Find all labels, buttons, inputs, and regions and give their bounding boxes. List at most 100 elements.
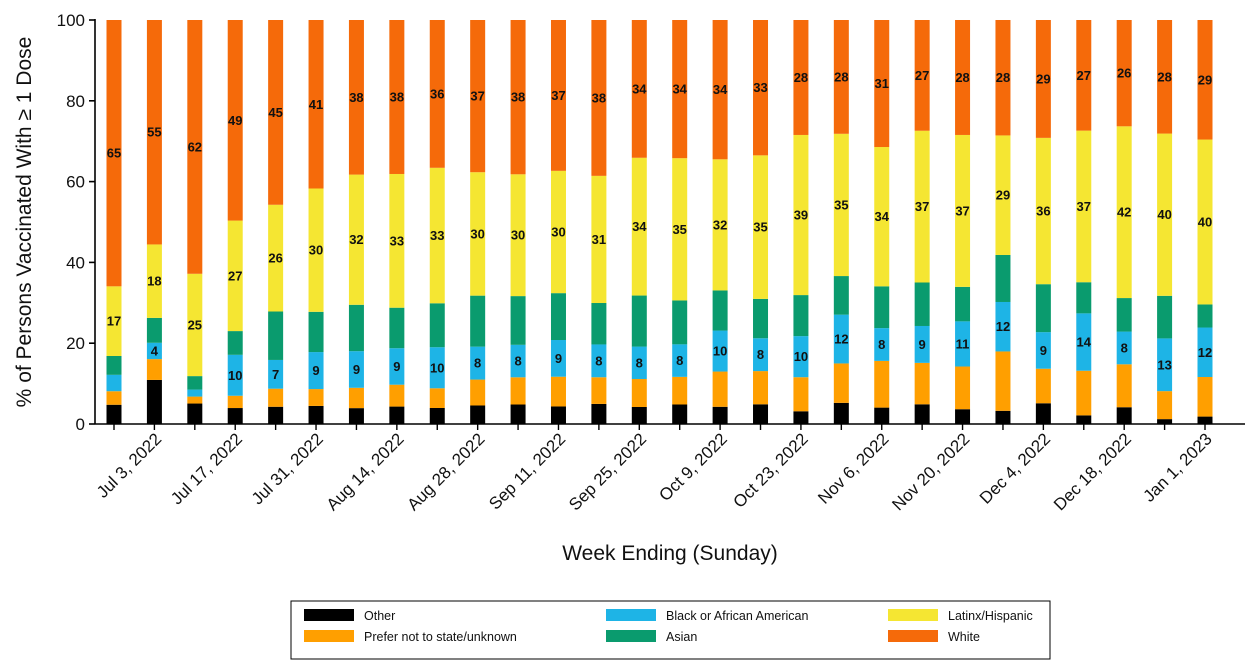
bar-segment — [833, 314, 849, 364]
bar-segment — [955, 134, 971, 287]
data-label: 29 — [1198, 72, 1212, 87]
bar-segment — [1076, 370, 1092, 416]
bar-segment — [753, 338, 769, 372]
y-axis-title: % of Persons Vaccinated With ≥ 1 Dose — [13, 37, 36, 408]
bar-segment — [348, 304, 364, 352]
bar-segment — [995, 20, 1011, 136]
bar-segment — [955, 321, 971, 367]
bar-segment — [631, 157, 647, 296]
bar-segment — [874, 407, 890, 424]
x-tick-label: Dec 18, 2022 — [1050, 429, 1135, 514]
bar-segment — [1157, 295, 1173, 339]
bar-segment — [631, 406, 647, 424]
data-label: 35 — [753, 220, 767, 235]
bar-segment — [268, 20, 284, 205]
bar-segment — [1116, 331, 1132, 365]
bar-segment — [591, 344, 607, 378]
y-tick-label: 40 — [66, 253, 85, 272]
data-label: 37 — [915, 199, 929, 214]
bar-segment — [1076, 130, 1092, 283]
y-tick-label: 80 — [66, 92, 85, 111]
bar-segment — [753, 371, 769, 405]
bar-segment — [591, 20, 607, 176]
bar-segment — [712, 290, 728, 331]
data-label: 12 — [834, 332, 848, 347]
legend-swatch — [888, 609, 938, 621]
bar-segment — [1116, 298, 1132, 332]
bar-segment — [470, 405, 486, 424]
bar-segment — [1197, 416, 1213, 424]
x-tick-label: Sep 11, 2022 — [485, 429, 569, 513]
data-label: 28 — [996, 70, 1010, 85]
bar-segment — [631, 20, 647, 158]
legend-swatch — [606, 630, 656, 642]
x-tick-label: Dec 4, 2022 — [976, 429, 1054, 507]
bar-segment — [712, 330, 728, 372]
bar-segment — [429, 347, 445, 389]
data-label: 11 — [956, 336, 970, 351]
bar-segment — [429, 167, 445, 304]
bar-segment — [106, 20, 122, 287]
bar-segment — [1035, 403, 1051, 424]
bar-segment — [833, 20, 849, 134]
bar-segment — [1197, 139, 1213, 305]
data-label: 30 — [511, 228, 525, 243]
data-label: 38 — [390, 89, 404, 104]
data-label: 30 — [551, 224, 565, 239]
bar-segment — [793, 377, 809, 412]
bar-segment — [833, 133, 849, 277]
bar-segment — [1157, 20, 1173, 134]
bar-segment — [308, 20, 324, 189]
legend-label: Other — [364, 609, 395, 623]
data-label: 31 — [875, 76, 889, 91]
data-label: 34 — [713, 82, 728, 97]
data-label: 28 — [1157, 69, 1171, 84]
bar-segment — [389, 406, 405, 424]
data-label: 28 — [794, 70, 808, 85]
x-tick-label: Nov 6, 2022 — [814, 429, 892, 507]
data-label: 35 — [834, 197, 848, 212]
bar-segment — [146, 379, 162, 424]
bar-segment — [429, 303, 445, 348]
data-label: 8 — [474, 356, 481, 371]
x-tick-label: Sep 25, 2022 — [565, 429, 650, 514]
bar-segment — [429, 407, 445, 424]
bar-segment — [106, 404, 122, 424]
bar-segment — [712, 20, 728, 160]
data-label: 33 — [390, 233, 404, 248]
bar-segment — [268, 388, 284, 407]
bar-segment — [1035, 368, 1051, 404]
bar-segment — [1197, 327, 1213, 377]
legend-label: Asian — [666, 630, 697, 644]
data-label: 8 — [1121, 340, 1128, 355]
bar-segment — [429, 388, 445, 408]
data-label: 9 — [555, 351, 562, 366]
bar-segment — [955, 409, 971, 424]
data-label: 65 — [107, 146, 121, 161]
legend-label: Black or African American — [666, 609, 808, 623]
data-label: 29 — [996, 188, 1010, 203]
data-label: 17 — [107, 314, 121, 329]
bar-segment — [995, 135, 1011, 255]
bar-segment — [833, 402, 849, 424]
y-tick-label: 100 — [57, 11, 85, 30]
bar-segment — [631, 295, 647, 347]
data-label: 49 — [228, 113, 242, 128]
data-label: 28 — [955, 70, 969, 85]
bar-segment — [1197, 20, 1213, 140]
data-label: 8 — [676, 353, 683, 368]
bar-segment — [914, 20, 930, 131]
bar-segment — [712, 406, 728, 424]
bar-segment — [833, 276, 849, 315]
bar-segment — [753, 20, 769, 156]
bar-segment — [510, 296, 526, 345]
bar-segment — [874, 286, 890, 329]
data-label: 10 — [794, 349, 808, 364]
bar-segment — [1157, 338, 1173, 392]
bar-segment — [1116, 364, 1132, 408]
data-label: 38 — [592, 90, 606, 105]
data-label: 18 — [147, 274, 161, 289]
data-label: 31 — [592, 232, 606, 247]
bar-segment — [914, 404, 930, 424]
